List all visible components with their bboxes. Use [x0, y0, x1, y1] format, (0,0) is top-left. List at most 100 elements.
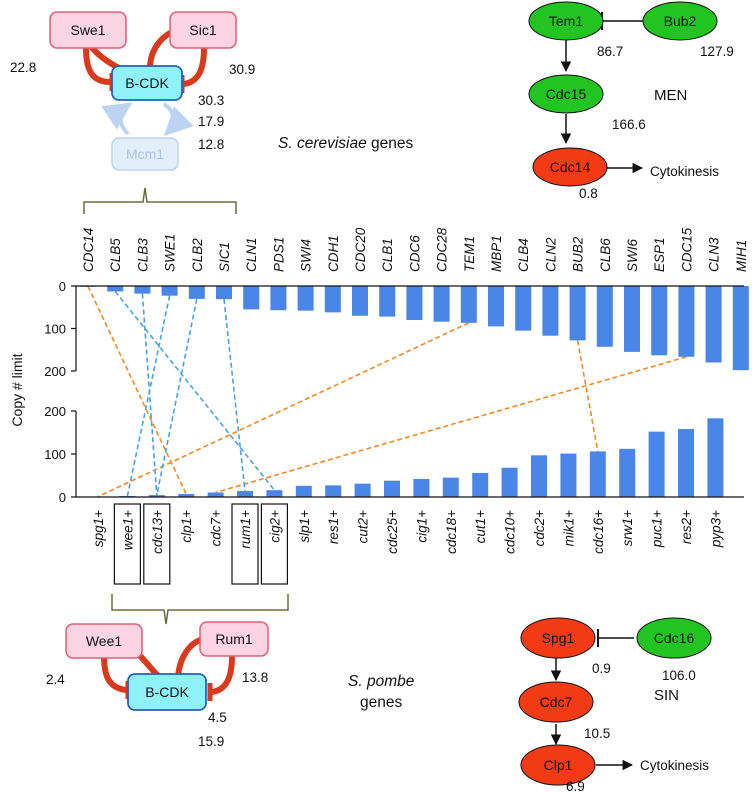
bar-pds1	[270, 286, 287, 311]
cig2-copy-number: 15.9	[198, 734, 224, 749]
bcdk-node	[111, 65, 183, 101]
bar-mih1	[732, 286, 749, 371]
bar-cdc15	[678, 286, 695, 357]
inhibit-wee1-bcdk	[101, 653, 129, 693]
bcdk-label: B-CDK	[145, 684, 189, 700]
cytokinesis-link-cdc14	[87, 285, 187, 495]
gene-label-swe1: SWE1	[163, 234, 178, 272]
wee1-label: Wee1	[86, 633, 123, 649]
gene-highlight-box	[231, 503, 259, 585]
gene-label-bub2: BUB2	[571, 236, 586, 272]
gene-label-res2-plus: res2+	[679, 510, 694, 544]
pombe-y-axis: 0 100 200	[44, 404, 744, 505]
bar-cdc10-plus	[501, 467, 518, 497]
activation-arrow-faded	[162, 102, 194, 136]
cdc16-node	[636, 617, 712, 659]
cdk-link-swe1	[126, 295, 171, 497]
bar-cut1-plus	[472, 472, 489, 497]
gene-label-clb4: CLB4	[516, 238, 531, 272]
cdc14-label: Cdc14	[550, 159, 591, 175]
clb2-copy-number: 30.3	[198, 93, 224, 108]
cerevisiae-genes-caption: S. cerevisiae genes	[278, 135, 414, 152]
bar-clp1-plus	[178, 494, 195, 497]
gene-label-cdc16-plus: cdc16+	[591, 510, 606, 554]
gene-label-slp1-plus: slp1+	[297, 510, 312, 543]
bar-cig2-plus	[266, 490, 283, 497]
cdk-link-sic1	[223, 299, 246, 492]
gene-label-swi6: SWI6	[625, 239, 640, 272]
cdc15-copy-number: 166.6	[612, 117, 646, 132]
bar-cdc28	[433, 286, 450, 322]
gene-label-wee1-plus: wee1+	[120, 510, 135, 550]
activation-arrow-faded	[101, 102, 133, 136]
gene-label-mih1: MIH1	[734, 240, 749, 272]
bar-clb3	[134, 286, 151, 294]
spg1-node	[520, 617, 596, 659]
gene-label-swi4: SWI4	[299, 239, 314, 272]
swe1-label: Swe1	[70, 22, 105, 38]
rum1-label: Rum1	[215, 631, 253, 647]
bar-bub2	[569, 286, 586, 341]
gene-label-cdc13-plus: cdc13+	[150, 510, 165, 554]
cdc7-label: Cdc7	[540, 694, 573, 710]
bar-res2-plus	[678, 429, 694, 497]
gene-label-pyp3-plus: pyp3+	[708, 510, 723, 548]
sin-pathway: Spg1 Cdc16 Cdc7 Clp1 0.9 106.0 10.5 6.9 …	[518, 617, 712, 792]
cerevisiae-bracket	[83, 187, 237, 214]
gene-label-cdc28: CDC28	[435, 227, 450, 272]
y-tick-label: 200	[44, 364, 66, 379]
bar-mbp1	[488, 286, 504, 327]
gene-label-clp1-plus: clp1+	[179, 510, 194, 543]
inhibit-bcdk-rum1	[175, 637, 203, 679]
bub2-copy-number: 127.9	[700, 44, 734, 59]
gene-label-cdc10-plus: cdc10+	[503, 510, 518, 554]
bar-sic1	[216, 286, 232, 300]
bar-mik1-plus	[560, 453, 577, 497]
gene-label-clb6: CLB6	[598, 238, 613, 272]
cdc16-label: Cdc16	[654, 630, 695, 646]
men-cytokinesis-label: Cytokinesis	[650, 164, 719, 179]
bar-cln3	[705, 286, 722, 363]
bar-swi6	[624, 286, 640, 352]
bar-clb6	[596, 286, 613, 347]
y-axis-label: Copy # limit	[9, 353, 25, 426]
wee1-node	[65, 623, 143, 659]
clp1-copy-number: 6.9	[566, 779, 585, 792]
gene-label-cdc2-plus: cdc2+	[532, 510, 547, 547]
tem1-copy-number: 86.7	[597, 44, 623, 59]
clb3-copy-number: 17.9	[198, 114, 224, 129]
bar-srw1-plus	[619, 448, 636, 497]
rum1-copy-number: 13.8	[242, 670, 268, 685]
bar-cdc7-plus	[207, 492, 224, 497]
bar-swi4	[297, 286, 314, 311]
gene-label-mbp1: MBP1	[489, 235, 504, 272]
gene-label-cdc7-plus: cdc7+	[209, 510, 224, 547]
y-tick-label: 100	[44, 447, 66, 462]
cerevisiae-network: Swe1 Sic1 B-CDK Mcm1 22.8 30.9 30.3 17.9…	[10, 11, 255, 214]
gene-label-cut2-plus: cut2+	[356, 510, 371, 544]
cdc15-label: Cdc15	[546, 86, 587, 102]
bar-cdc16-plus	[589, 451, 606, 497]
y-tick-label: 200	[44, 404, 66, 419]
cytokinesis-link-cdc15	[215, 356, 687, 494]
sic1-node	[169, 11, 237, 49]
gene-label-cig2-plus: cig2+	[267, 510, 282, 543]
clp1-node	[520, 744, 596, 786]
cdc14-copy-number: 0.8	[579, 186, 598, 201]
gene-label-clb1: CLB1	[380, 238, 395, 272]
bub2-node	[642, 1, 718, 41]
mcm1-node	[111, 137, 179, 171]
sin-title: SIN	[654, 687, 679, 704]
gene-label-spg1-plus: spg1+	[91, 510, 106, 547]
bar-cdh1	[324, 286, 341, 313]
pombe-caption-italic: S. pombe	[348, 673, 415, 690]
gene-highlight-box	[113, 503, 142, 585]
sic1-label: Sic1	[189, 22, 216, 38]
gene-label-cln2: CLN2	[543, 237, 558, 272]
bar-cdc13-plus	[148, 495, 165, 497]
gene-label-pds1: PDS1	[271, 237, 286, 272]
bcdk-node	[127, 673, 207, 711]
cdc14-node	[532, 147, 608, 187]
cdc13-copy-number: 4.5	[208, 710, 227, 725]
bub2-label: Bub2	[664, 13, 697, 29]
